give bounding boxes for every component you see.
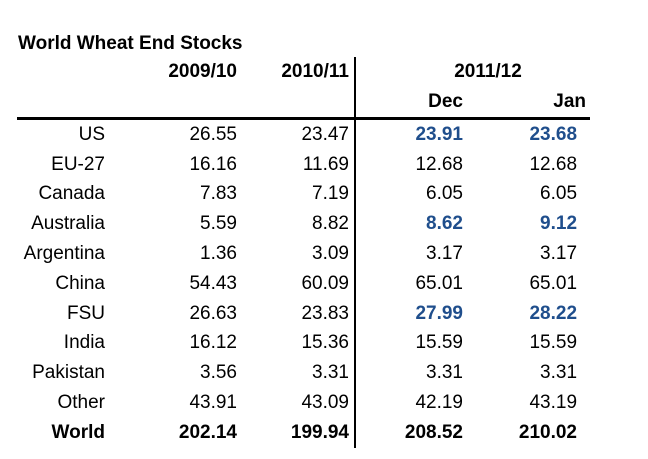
empty-cell bbox=[17, 87, 107, 120]
row-label: US bbox=[78, 123, 105, 145]
cell-value: 42.19 bbox=[415, 392, 463, 414]
cell-value: 202.14 bbox=[178, 421, 237, 443]
cell-value: 54.43 bbox=[189, 272, 237, 294]
table-header: 2009/10 2010/11 2011/12 Dec Jan bbox=[17, 57, 591, 120]
cell-value: 15.59 bbox=[529, 332, 578, 354]
table-row: Canada 7.83 7.19 6.05 6.05 bbox=[17, 179, 590, 210]
empty-cell bbox=[240, 87, 356, 120]
table-row: Argentina 1.36 3.09 3.17 3.17 bbox=[17, 239, 590, 269]
col-header-dec: Dec bbox=[355, 87, 467, 120]
cell-value: 65.01 bbox=[529, 272, 578, 294]
cell-value: 23.68 bbox=[529, 123, 578, 145]
cell-value: 23.91 bbox=[415, 123, 463, 145]
col-header-2011-12: 2011/12 bbox=[454, 61, 522, 82]
cell-value: 8.82 bbox=[240, 209, 356, 240]
cell-value: 65.01 bbox=[415, 272, 463, 294]
cell-value: 6.05 bbox=[426, 183, 463, 205]
row-label: Argentina bbox=[23, 243, 105, 265]
cell-value: 43.09 bbox=[240, 388, 356, 418]
cell-value: 3.09 bbox=[240, 239, 356, 269]
table-row: EU-27 16.16 11.69 12.68 12.68 bbox=[17, 149, 590, 180]
cell-value: 210.02 bbox=[518, 421, 578, 443]
col-header-2009-10: 2009/10 bbox=[168, 61, 237, 82]
cell-value: 7.83 bbox=[200, 183, 237, 205]
cell-value: 26.55 bbox=[189, 123, 237, 145]
cell-value: 3.56 bbox=[200, 362, 237, 384]
cell-value: 1.36 bbox=[200, 243, 237, 265]
table-body: US 26.55 23.47 23.91 23.68 EU-27 16.16 11.69 12.… bbox=[17, 118, 590, 448]
table-row: US 26.55 23.47 23.91 23.68 bbox=[17, 118, 590, 150]
empty-cell bbox=[107, 87, 240, 120]
cell-value: 7.19 bbox=[240, 179, 356, 210]
year-header-row: 2009/10 2010/11 2011/12 bbox=[17, 57, 590, 87]
cell-value: 3.31 bbox=[426, 362, 463, 384]
row-label: Pakistan bbox=[32, 362, 105, 384]
cell-value: 15.36 bbox=[240, 328, 356, 359]
cell-value: 16.16 bbox=[189, 153, 237, 175]
cell-value: 9.12 bbox=[540, 213, 578, 235]
month-header-row: Dec Jan bbox=[17, 87, 591, 120]
table-row: Australia 5.59 8.82 8.62 9.12 bbox=[17, 209, 590, 240]
cell-value: 43.19 bbox=[529, 392, 578, 414]
cell-value: 11.69 bbox=[240, 149, 356, 180]
cell-value: 208.52 bbox=[404, 421, 463, 443]
cell-value: 43.91 bbox=[189, 392, 237, 414]
cell-value: 15.59 bbox=[415, 332, 463, 354]
cell-value: 3.31 bbox=[540, 362, 578, 384]
row-label: EU-27 bbox=[51, 153, 105, 175]
cell-value: 16.12 bbox=[189, 332, 237, 354]
cell-value: 3.17 bbox=[426, 243, 463, 265]
cell-value: 26.63 bbox=[189, 302, 237, 324]
cell-value: 60.09 bbox=[240, 268, 356, 299]
cell-value: 5.59 bbox=[200, 213, 237, 235]
cell-value: 23.83 bbox=[240, 298, 356, 329]
cell-value: 12.68 bbox=[529, 153, 578, 175]
row-label: China bbox=[55, 272, 105, 294]
wheat-end-stocks-table: 2009/10 2010/11 2011/12 Dec Jan US 26.55 2… bbox=[17, 57, 591, 448]
row-label: India bbox=[63, 332, 105, 354]
table-row: World 202.14 199.94 208.52 210.02 bbox=[17, 417, 590, 448]
cell-value: 6.05 bbox=[540, 183, 578, 205]
row-label: Australia bbox=[31, 213, 105, 235]
cell-value: 23.47 bbox=[240, 118, 356, 150]
table-row: Other 43.91 43.09 42.19 43.19 bbox=[17, 388, 590, 418]
corner-cell bbox=[17, 57, 107, 87]
table-row: FSU 26.63 23.83 27.99 28.22 bbox=[17, 298, 590, 329]
row-label: World bbox=[51, 421, 105, 443]
col-header-2010-11: 2010/11 bbox=[240, 57, 356, 87]
row-label: FSU bbox=[67, 302, 105, 324]
cell-value: 199.94 bbox=[240, 417, 356, 448]
cell-value: 3.17 bbox=[540, 243, 578, 265]
cell-value: 8.62 bbox=[426, 213, 463, 235]
col-header-jan: Jan bbox=[467, 87, 591, 120]
cell-value: 28.22 bbox=[529, 302, 578, 324]
table-row: China 54.43 60.09 65.01 65.01 bbox=[17, 268, 590, 299]
cell-value: 3.31 bbox=[240, 358, 356, 389]
cell-value: 27.99 bbox=[415, 302, 463, 324]
cell-value: 12.68 bbox=[415, 153, 463, 175]
table-row: India 16.12 15.36 15.59 15.59 bbox=[17, 328, 590, 359]
table-title: World Wheat End Stocks bbox=[18, 33, 243, 54]
row-label: Canada bbox=[38, 183, 105, 205]
table-row: Pakistan 3.56 3.31 3.31 3.31 bbox=[17, 358, 590, 389]
row-label: Other bbox=[57, 392, 105, 414]
